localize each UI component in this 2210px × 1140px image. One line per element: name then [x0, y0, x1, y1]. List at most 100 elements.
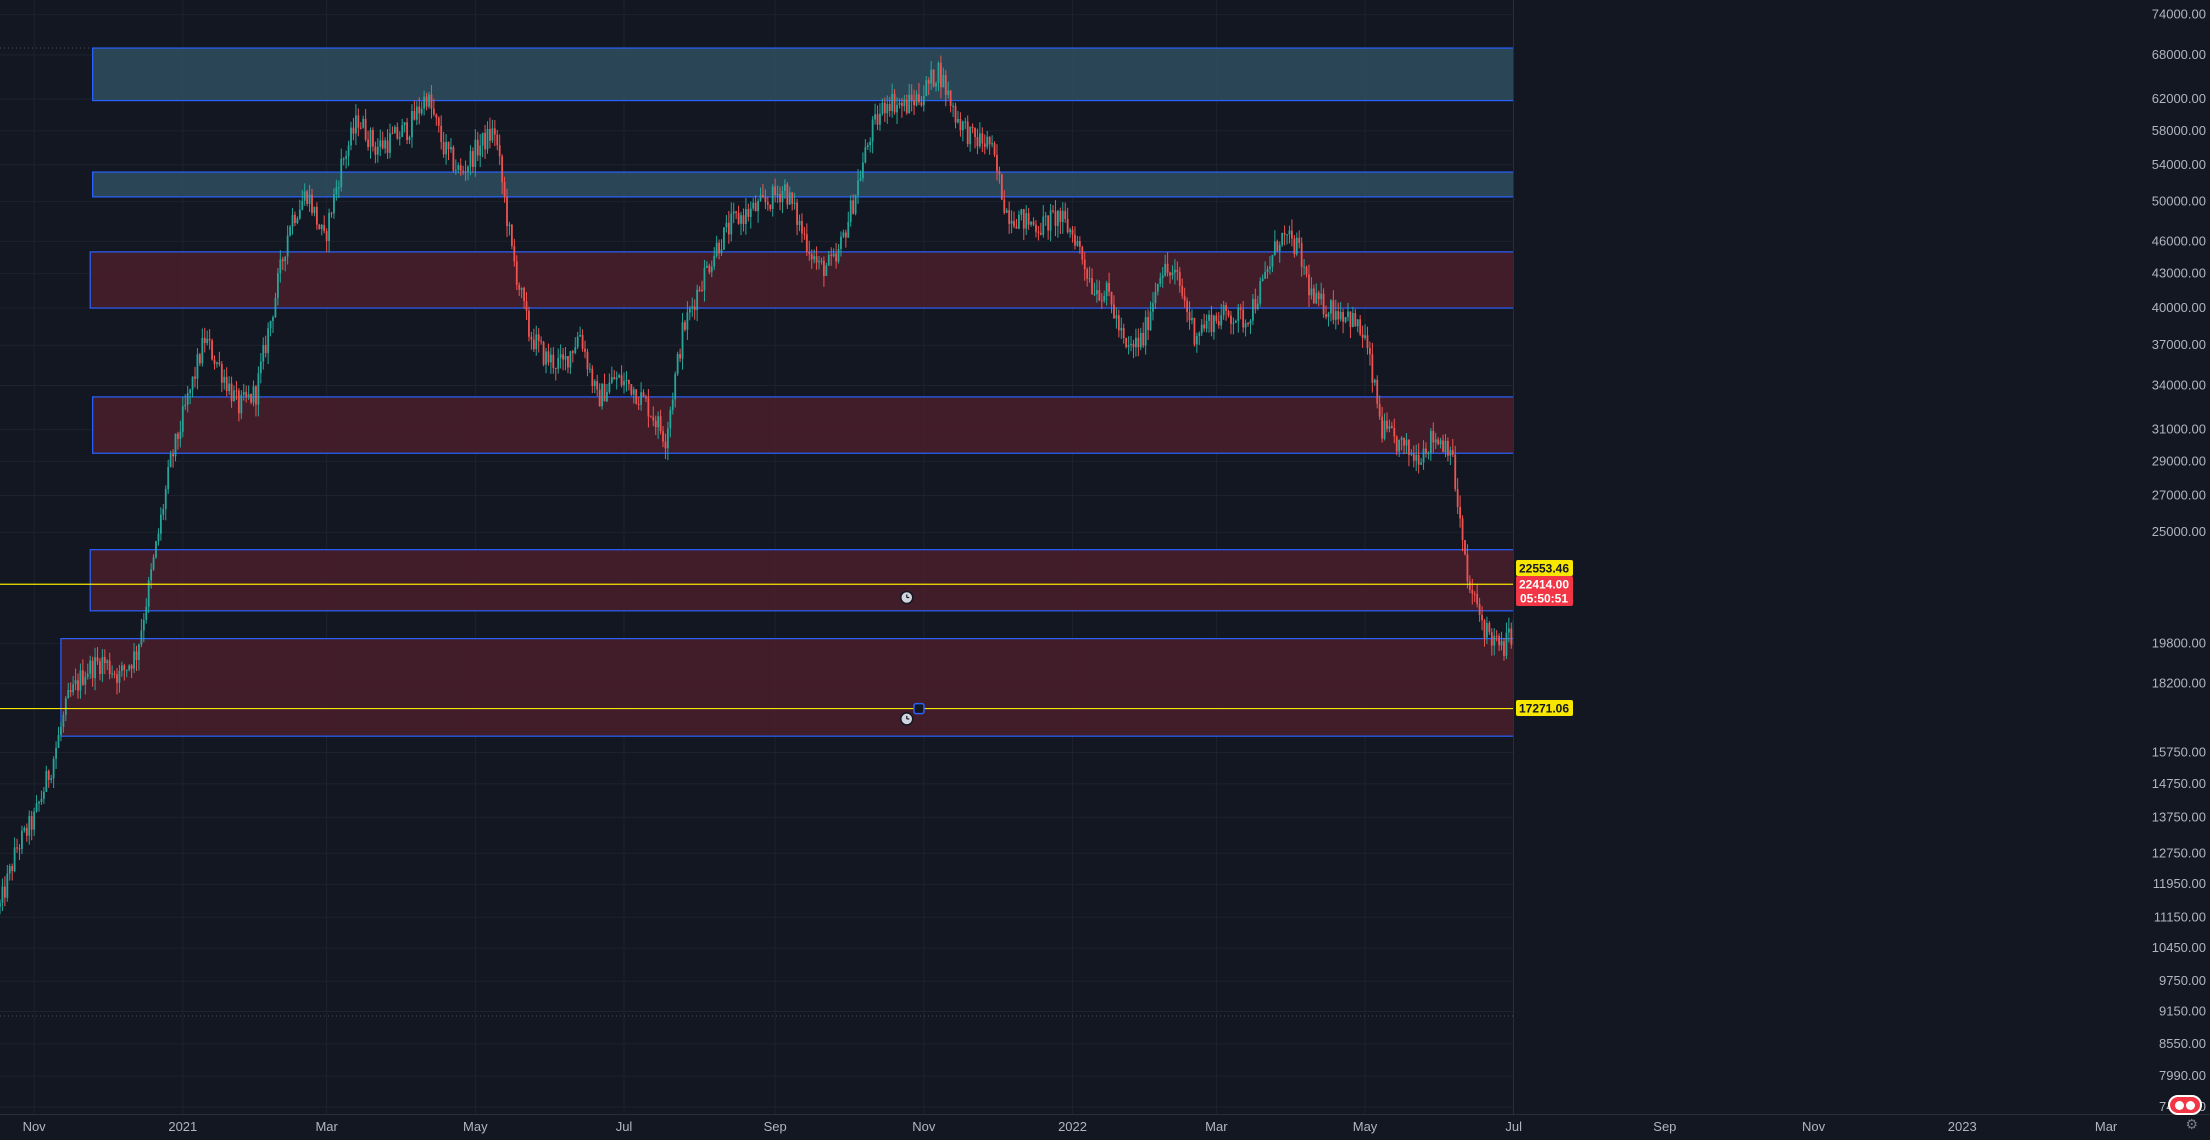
candle-body — [596, 381, 599, 390]
candle-body — [396, 126, 399, 139]
candle-body — [1220, 315, 1223, 326]
candle-body — [910, 94, 913, 101]
gear-icon[interactable]: ⚙ — [2185, 1116, 2198, 1132]
candle-body — [1339, 311, 1342, 320]
candle-body — [635, 389, 638, 404]
candle-body — [1105, 282, 1108, 296]
candle-body — [637, 403, 640, 405]
y-tick-label: 18200.00 — [2152, 676, 2206, 691]
candle-body — [113, 673, 116, 675]
candle-body — [601, 383, 603, 407]
candle-body — [1390, 425, 1393, 429]
candle-body — [325, 231, 328, 242]
candle-body — [420, 108, 423, 114]
candle-body — [357, 115, 360, 128]
candle-body — [159, 514, 162, 534]
candle-body — [783, 184, 786, 191]
candle-body — [323, 224, 326, 232]
candle-body — [1139, 332, 1142, 348]
candle-body — [1315, 292, 1318, 304]
candle-body — [13, 847, 16, 871]
candle-body — [584, 348, 586, 352]
candle-body — [181, 406, 184, 432]
x-tick-label: Jul — [616, 1119, 633, 1134]
y-tick-label: 29000.00 — [2152, 453, 2206, 468]
candle-body — [1356, 319, 1359, 327]
candle-body — [798, 220, 801, 225]
candle-body — [749, 208, 752, 217]
candle-body — [1217, 321, 1220, 326]
candle-body — [352, 127, 355, 134]
price-axis[interactable]: 74000.00 68000.00 62000.00 58000.00 54000.00… — [1513, 0, 2210, 1135]
candle-body — [942, 75, 945, 88]
candle-body — [588, 368, 591, 370]
y-tick-label: 43000.00 — [2152, 266, 2206, 281]
candle-body — [927, 80, 930, 84]
candle-body — [1230, 315, 1232, 324]
line-anchor-handle[interactable] — [913, 702, 925, 715]
candle-body — [847, 221, 850, 238]
candle-body — [474, 139, 477, 167]
candle-body — [235, 390, 238, 392]
candle-body — [486, 128, 489, 150]
candle-body — [1286, 234, 1288, 236]
candle-body — [1018, 214, 1020, 229]
candle-body — [135, 651, 138, 660]
candle-body — [1359, 319, 1362, 335]
candle-body — [1507, 628, 1510, 633]
candle-body — [1076, 241, 1079, 246]
candle-body — [642, 392, 645, 397]
candle-body — [120, 665, 123, 672]
candle-body — [664, 441, 667, 449]
candle-body — [240, 394, 243, 414]
candle-body — [518, 284, 521, 290]
candle-body — [0, 902, 1, 907]
candle-body — [696, 289, 699, 311]
y-tick-label: 7990.00 — [2159, 1068, 2206, 1083]
candle-body — [525, 301, 528, 311]
candle-body — [1049, 210, 1052, 231]
candle-body — [930, 69, 933, 84]
candle-body — [1061, 210, 1064, 223]
candle-body — [1127, 345, 1130, 347]
candle-body — [1193, 317, 1196, 345]
candle-body — [1388, 425, 1391, 429]
candle-body — [801, 220, 803, 234]
candle-body — [1042, 216, 1045, 235]
candle-body — [1159, 277, 1162, 284]
candle-body — [608, 382, 611, 392]
candle-body — [403, 122, 406, 126]
candle-body — [1366, 335, 1369, 348]
candle-body — [737, 212, 740, 224]
candle-body — [915, 94, 918, 106]
candle-body — [1176, 269, 1179, 272]
candle-body — [391, 133, 394, 135]
candle-body — [574, 347, 577, 353]
candle-body — [25, 827, 28, 836]
candle-body — [1417, 454, 1420, 465]
candle-body — [69, 689, 72, 693]
time-axis[interactable]: Nov 2021 Mar May Jul Sep Nov 2022 Mar May Jul Sep No… — [0, 1114, 2210, 1135]
candle-body — [1003, 199, 1006, 213]
candle-body — [140, 630, 143, 645]
candle-body — [1020, 209, 1023, 215]
candle-body — [1354, 313, 1357, 327]
candle-body — [1015, 226, 1018, 229]
candle-body — [969, 126, 972, 145]
price-tag-label: 22414.00 — [1519, 578, 1569, 592]
candle-body — [167, 466, 170, 490]
flag-icon[interactable] — [2168, 1095, 2202, 1115]
candle-body — [447, 141, 450, 150]
candle-body — [203, 337, 206, 344]
candle-body — [172, 453, 174, 457]
candle-body — [8, 866, 11, 874]
candle-body — [1454, 454, 1457, 490]
candle-body — [1022, 209, 1025, 229]
candle-body — [1420, 462, 1423, 465]
candle-body — [1200, 324, 1203, 334]
candle-body — [949, 90, 952, 106]
candle-body — [1215, 315, 1218, 322]
candle-body — [40, 798, 43, 802]
